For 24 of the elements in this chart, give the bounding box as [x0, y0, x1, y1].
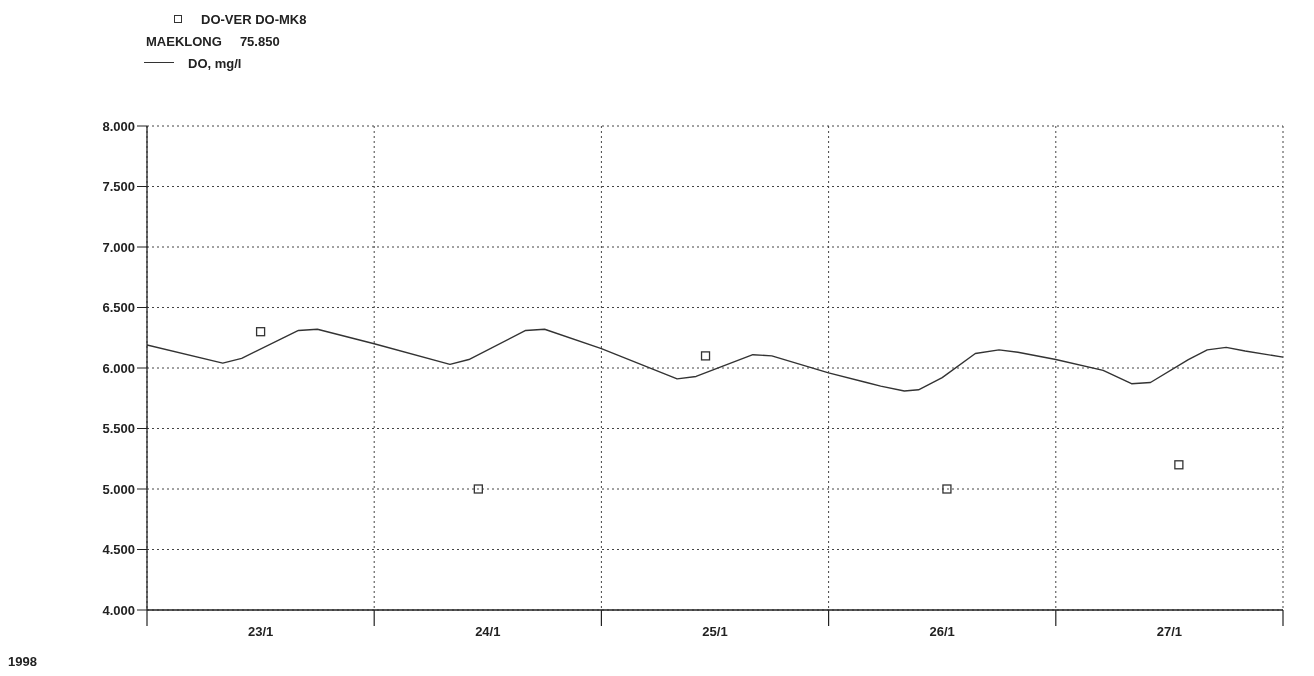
point	[255, 327, 266, 337]
point	[700, 351, 711, 361]
y-tick-label: 6.000	[102, 360, 135, 376]
chart-subtitle: MAEKLONG 75.850	[145, 32, 281, 51]
x-tick-label: 23/1	[247, 624, 274, 639]
x-tick-label: 24/1	[475, 624, 501, 639]
y-tick-label: 6.500	[102, 300, 135, 316]
y-tick-label: 7.500	[102, 179, 135, 195]
line-series	[147, 328, 1283, 392]
point	[473, 484, 483, 494]
x-tick-label: 27/1	[1156, 624, 1183, 639]
legend-label: DO-VER DO-MK8	[201, 11, 307, 27]
y-tick-label: 7.000	[102, 239, 135, 255]
y-tick-label: 8.000	[102, 118, 135, 134]
x-tick-label: 25/1	[702, 624, 728, 639]
y-tick-label: 5.500	[102, 421, 135, 437]
y-tick-label: 4.000	[102, 602, 135, 618]
y-tick-label: 4.500	[102, 542, 135, 558]
x-tick-label: 26/1	[929, 624, 955, 639]
point	[942, 484, 952, 494]
point	[1174, 460, 1184, 470]
legend-label: DO, mg/l	[188, 55, 242, 71]
text: 1998	[8, 654, 37, 669]
y-tick-label: 5.000	[102, 481, 135, 497]
